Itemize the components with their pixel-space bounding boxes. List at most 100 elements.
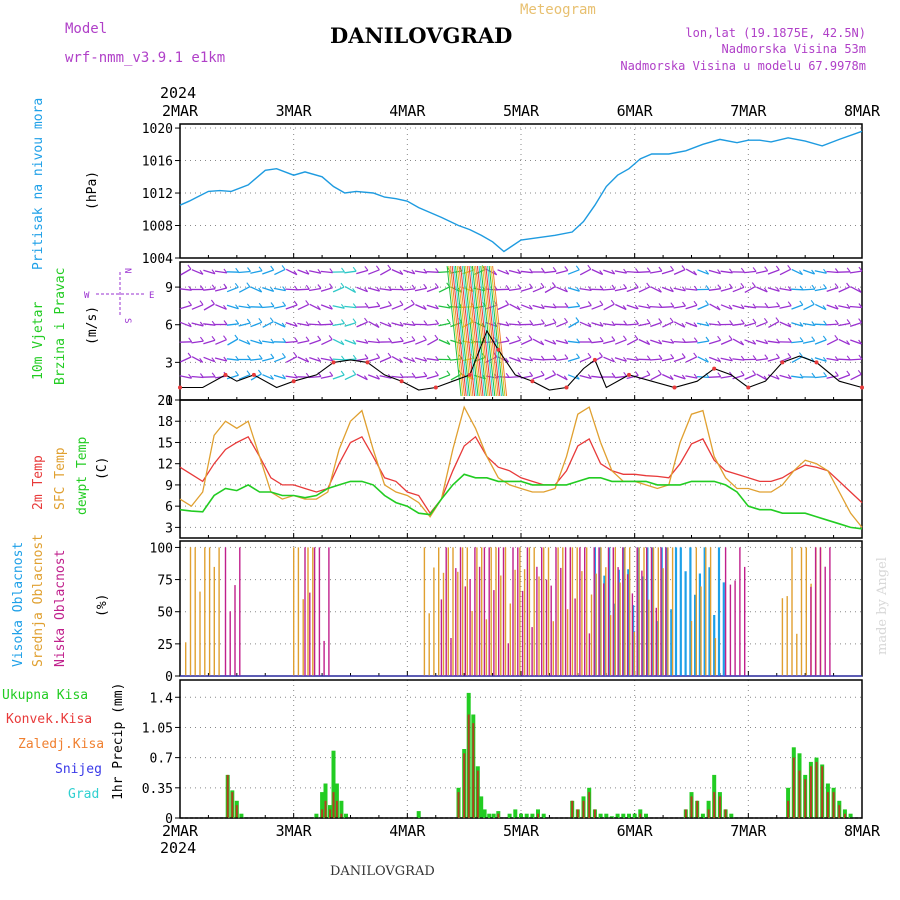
wind-barb-tick — [811, 372, 816, 378]
pressure-line — [179, 130, 863, 253]
wind-barb — [227, 338, 239, 346]
wind-barb — [379, 304, 392, 310]
wind-barb-tick — [717, 357, 721, 362]
wind-barb — [802, 322, 815, 327]
wind-barb-tick — [223, 283, 228, 289]
wind-barb — [262, 321, 274, 328]
wind-barb — [673, 340, 686, 344]
wind-barb-tick — [622, 305, 627, 310]
wind-barb — [285, 268, 298, 276]
wind-barb-tick — [599, 321, 604, 327]
wind-barb-tick — [705, 321, 710, 327]
precip-conv-bar — [826, 792, 829, 818]
wind-barb-tick — [587, 374, 592, 379]
y-tick-label: 15 — [157, 436, 173, 451]
wind-barb — [579, 304, 592, 310]
wind-barb-tick — [529, 319, 534, 325]
wind-barb-tick — [775, 317, 780, 322]
precip-conv-bar — [724, 809, 727, 818]
wind-barb — [638, 305, 651, 309]
y-tick-label: 1012 — [142, 187, 173, 202]
wind-barb-tick — [704, 357, 709, 363]
wind-barb — [191, 304, 204, 310]
storm-barb — [480, 265, 496, 397]
wind-barb-tick — [505, 321, 510, 327]
wind-barb — [826, 375, 839, 379]
wind-barb — [426, 323, 439, 326]
wind-barb-tick — [564, 339, 569, 344]
wind-speed-line — [180, 329, 863, 391]
wind-barb-tick — [552, 318, 557, 324]
storm-barb — [460, 265, 476, 397]
wind-barb-tick — [376, 338, 381, 343]
wind-barb-tick — [740, 267, 745, 273]
wind-barb — [555, 357, 568, 362]
wind-barb-tick — [623, 268, 628, 274]
wind-barb-tick — [787, 264, 792, 270]
wind-barb — [708, 356, 721, 363]
wind-barb-tick — [764, 339, 769, 344]
wind-barb — [850, 339, 862, 345]
wind-gust-mark — [178, 385, 182, 390]
precip-conv-bar — [235, 805, 238, 818]
wind-barb — [838, 322, 851, 327]
wind-barb-tick — [846, 355, 851, 361]
wind-barb-tick — [281, 265, 286, 270]
wind-barb-tick — [341, 319, 345, 324]
temp-label-2m: 2m Temp — [31, 455, 46, 510]
wind-barb-tick — [188, 337, 193, 343]
wind-gust-mark — [467, 372, 472, 377]
wind-barb — [826, 357, 839, 362]
wind-barb-tick — [540, 355, 545, 361]
wind-barb-tick — [434, 283, 439, 288]
wind-barb-tick — [658, 339, 663, 345]
wind-barb — [509, 303, 521, 311]
precip-conv-bar — [457, 792, 460, 818]
wind-barb — [320, 304, 333, 310]
wind-barb — [438, 286, 450, 293]
wind-barb-tick — [294, 337, 298, 342]
cloud-label-mid: Srednja Oblacnost — [31, 534, 46, 667]
wind-barb — [814, 323, 827, 326]
wind-barb-tick — [599, 285, 604, 291]
wind-barb — [238, 339, 251, 345]
wind-barb — [685, 341, 698, 343]
wind-barb-tick — [411, 320, 416, 326]
storm-barb — [482, 265, 497, 397]
wind-barb — [203, 288, 216, 291]
precip-conv-bar — [707, 809, 710, 818]
wind-barb — [297, 288, 310, 291]
precip-total-bar — [598, 813, 603, 818]
wind-barb — [426, 304, 439, 310]
precip-conv-bar — [321, 809, 324, 818]
wind-barb — [826, 270, 839, 274]
storm-barb — [478, 265, 494, 397]
wind-barb-tick — [752, 318, 757, 324]
watermark: made by Angel — [875, 557, 890, 655]
wind-barb — [344, 305, 357, 309]
wind-barb-tick — [587, 286, 592, 291]
wind-barb — [544, 270, 557, 274]
wind-barb — [332, 322, 345, 327]
wind-barb — [250, 321, 263, 328]
wind-barb-tick — [728, 356, 733, 362]
precip-conv-bar — [804, 779, 807, 818]
wind-barb — [309, 303, 321, 311]
wind-barb-tick — [540, 319, 545, 324]
wind-barb-tick — [341, 267, 345, 273]
wind-barb-tick — [375, 323, 380, 328]
wind-barb — [379, 356, 392, 363]
wind-barb — [520, 338, 533, 346]
wind-barb — [520, 304, 533, 310]
precip-conv-bar — [467, 714, 470, 818]
wind-barb-tick — [446, 303, 451, 309]
wind-barb-tick — [399, 321, 404, 327]
wind-barb — [261, 305, 275, 309]
wind-barb-tick — [787, 322, 792, 328]
wind-barb-tick — [634, 304, 639, 310]
precip-total-bar — [615, 813, 620, 818]
wind-gust-mark — [331, 360, 336, 365]
wind-panel: 0 3 6 9 — [165, 261, 864, 409]
wind-barb — [814, 270, 827, 274]
